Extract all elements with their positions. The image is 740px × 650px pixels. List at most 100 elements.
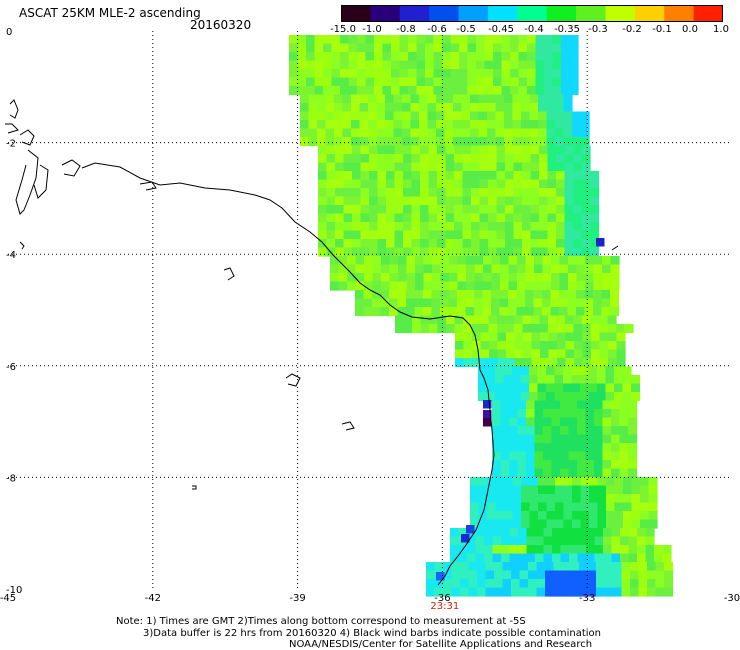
- wind-cell: [602, 460, 612, 470]
- wind-cell: [343, 247, 353, 257]
- wind-cell: [527, 69, 537, 79]
- wind-cell: [394, 145, 404, 155]
- wind-cell: [514, 349, 524, 359]
- scale-swatch-3: [429, 5, 460, 22]
- wind-cell: [352, 239, 362, 249]
- wind-cell: [534, 434, 544, 444]
- wind-cell: [399, 52, 409, 62]
- wind-cell: [492, 468, 502, 478]
- wind-cell: [550, 290, 560, 300]
- island-outline: [15, 149, 39, 215]
- wind-cell: [471, 315, 481, 325]
- wind-cell: [525, 256, 535, 266]
- wind-cell: [335, 162, 345, 172]
- wind-cell: [559, 256, 569, 266]
- wind-cell: [436, 111, 446, 121]
- wind-cell: [479, 205, 489, 215]
- wind-cell: [580, 375, 590, 385]
- wind-cell: [543, 536, 553, 546]
- wind-cell: [487, 477, 497, 487]
- wind-cell: [581, 230, 591, 240]
- wind-cell: [348, 86, 358, 96]
- wind-cell: [568, 264, 578, 274]
- wind-cell: [420, 247, 430, 257]
- wind-cell: [372, 273, 382, 283]
- island-outline: [33, 164, 49, 199]
- wind-cell: [382, 52, 392, 62]
- wind-cell: [585, 460, 595, 470]
- wind-cell: [662, 553, 672, 563]
- wind-cell: [442, 86, 452, 96]
- wind-cell: [474, 256, 484, 266]
- scale-swatch-5: [487, 5, 518, 22]
- wind-cell: [529, 94, 539, 104]
- wind-cell: [563, 128, 573, 138]
- wind-cell: [537, 366, 547, 376]
- wind-cell: [462, 196, 472, 206]
- wind-cell: [563, 94, 573, 104]
- wind-cell: [474, 281, 484, 291]
- wind-cell: [487, 111, 497, 121]
- wind-cell: [420, 154, 430, 164]
- wind-cell: [614, 383, 624, 393]
- wind-cell: [529, 502, 539, 512]
- wind-cell: [555, 128, 565, 138]
- wind-cell: [509, 468, 519, 478]
- wind-cell: [585, 443, 595, 453]
- wind-cell: [496, 196, 506, 206]
- wind-cell: [428, 205, 438, 215]
- wind-cell: [374, 43, 384, 53]
- wind-cell: [450, 52, 460, 62]
- wind-cell: [561, 69, 571, 79]
- wind-cell: [585, 400, 595, 410]
- wind-cell: [518, 528, 528, 538]
- wind-cell: [517, 443, 527, 453]
- wind-cell: [512, 502, 522, 512]
- wind-cell: [491, 256, 501, 266]
- wind-cell: [529, 383, 539, 393]
- wind-cell: [330, 264, 340, 274]
- island-outline: [341, 421, 355, 431]
- wind-cell: [597, 494, 607, 504]
- wind-cell: [411, 145, 421, 155]
- wind-cell: [403, 196, 413, 206]
- wind-cell: [369, 213, 379, 223]
- wind-cell: [355, 307, 365, 317]
- wind-cell: [455, 332, 465, 342]
- wind-cell: [593, 298, 603, 308]
- wind-cell: [342, 128, 352, 138]
- wind-cell: [518, 536, 528, 546]
- wind-cell: [334, 137, 344, 147]
- wind-cell: [547, 179, 557, 189]
- wind-cell: [300, 103, 310, 113]
- wind-cell: [454, 154, 464, 164]
- wind-cell: [648, 485, 658, 495]
- wind-cell: [581, 154, 591, 164]
- wind-cell: [560, 417, 570, 427]
- wind-data-swath: [289, 35, 674, 597]
- wind-cell: [597, 502, 607, 512]
- wind-cell: [505, 162, 515, 172]
- lon-tick-label: -30: [724, 593, 740, 604]
- wind-cell: [573, 154, 583, 164]
- wind-cell: [408, 77, 418, 87]
- wind-cell: [478, 502, 488, 512]
- wind-cell: [504, 128, 514, 138]
- wind-cell: [654, 545, 664, 555]
- wind-cell: [480, 332, 490, 342]
- wind-cell: [505, 324, 515, 334]
- wind-cell: [502, 587, 512, 597]
- wind-cell: [489, 341, 499, 351]
- wind-cell: [573, 222, 583, 232]
- wind-cell: [317, 94, 327, 104]
- wind-cell: [326, 213, 336, 223]
- wind-cell: [577, 545, 587, 555]
- wind-cell: [614, 511, 624, 521]
- wind-cell: [522, 196, 532, 206]
- wind-cell: [522, 179, 532, 189]
- wind-cell: [525, 298, 535, 308]
- wind-cell: [466, 264, 476, 274]
- island-outline: [9, 99, 19, 119]
- wind-cell: [614, 519, 624, 529]
- wind-cell: [517, 426, 527, 436]
